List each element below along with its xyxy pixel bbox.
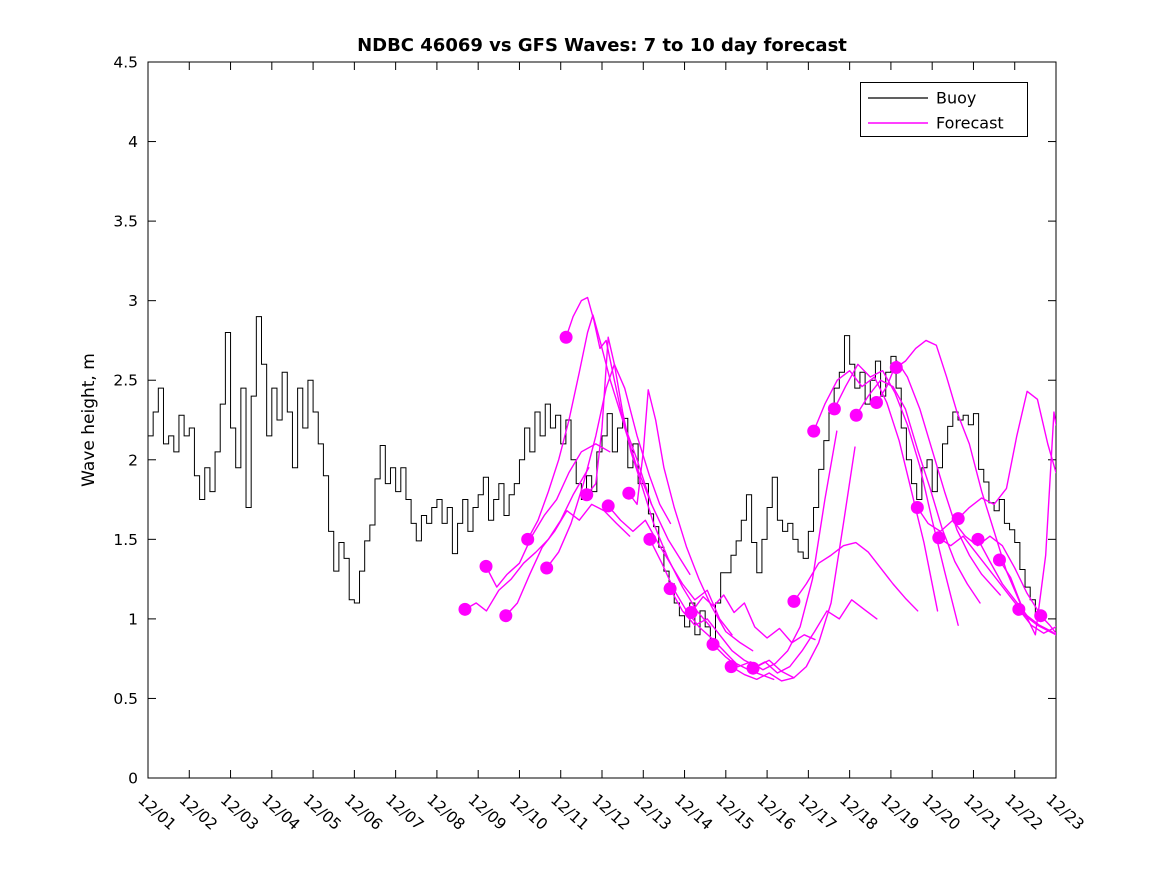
forecast-start-marker xyxy=(521,532,535,546)
forecast-run-line xyxy=(690,594,816,644)
forecast-start-marker xyxy=(643,532,657,546)
forecast-run-line xyxy=(957,390,1056,520)
forecast-run-line xyxy=(464,467,590,612)
forecast-run-line xyxy=(855,379,981,604)
forecast-start-marker xyxy=(724,660,738,674)
forecast-start-marker xyxy=(971,532,985,546)
y-tick-label: 1 xyxy=(128,610,138,628)
forecast-start-marker xyxy=(706,637,720,651)
forecast-start-marker xyxy=(787,594,801,608)
y-tick-label: 0 xyxy=(128,770,138,788)
legend: Buoy Forecast xyxy=(860,82,1028,137)
forecast-start-marker xyxy=(1012,602,1026,616)
chart-title: NDBC 46069 vs GFS Waves: 7 to 10 day for… xyxy=(357,35,847,56)
forecast-run-line xyxy=(565,296,691,576)
forecast-run-line xyxy=(730,446,856,682)
forecast-start-marker xyxy=(601,499,615,513)
forecast-start-marker xyxy=(684,606,698,620)
legend-buoy-label: Buoy xyxy=(936,89,976,108)
y-tick-label: 3 xyxy=(128,292,138,310)
forecast-start-marker xyxy=(458,602,472,616)
forecast-run-line xyxy=(752,599,878,674)
forecast-run-line xyxy=(895,339,1021,604)
forecast-start-marker xyxy=(992,553,1006,567)
y-tick-label: 1.5 xyxy=(113,531,138,549)
y-tick-label: 2 xyxy=(128,451,138,469)
forecast-run-line xyxy=(485,443,611,588)
forecast-start-marker xyxy=(889,360,903,374)
forecast-start-marker xyxy=(663,582,677,596)
y-tick-label: 4 xyxy=(128,133,138,151)
forecast-start-marker xyxy=(479,559,493,573)
forecast-run-line xyxy=(998,411,1056,636)
forecast-start-marker xyxy=(869,396,883,409)
forecast-run-line xyxy=(628,389,754,652)
legend-forecast-label: Forecast xyxy=(936,114,1004,133)
legend-box xyxy=(860,82,1028,137)
forecast-start-marker xyxy=(849,408,863,422)
forecast-run-line xyxy=(793,541,919,612)
forecast-start-marker xyxy=(746,661,760,675)
forecast-start-marker xyxy=(1034,609,1048,623)
forecast-start-marker xyxy=(540,561,554,575)
forecast-run-line xyxy=(586,336,712,628)
forecast-run-line xyxy=(545,363,672,569)
forecast-start-marker xyxy=(622,486,636,500)
forecast-start-marker xyxy=(559,330,573,344)
y-tick-label: 4.5 xyxy=(113,54,138,72)
y-axis-label: Wave height, m xyxy=(79,353,99,487)
forecast-run-line xyxy=(938,535,1056,636)
y-tick-label: 2.5 xyxy=(113,372,138,390)
y-tick-label: 3.5 xyxy=(113,213,138,231)
forecast-run-line xyxy=(607,505,733,636)
forecast-start-marker xyxy=(580,488,594,502)
forecast-run-line xyxy=(1018,608,1056,634)
forecast-start-marker xyxy=(807,424,821,438)
forecast-start-marker xyxy=(499,609,513,623)
buoy-series-line xyxy=(148,316,1036,641)
series-layer xyxy=(148,296,1056,682)
forecast-start-marker xyxy=(910,501,924,515)
forecast-start-marker xyxy=(951,512,965,526)
forecast-start-marker xyxy=(932,531,946,545)
y-tick-label: 0.5 xyxy=(113,690,138,708)
forecast-run-line xyxy=(505,503,631,617)
forecast-start-marker xyxy=(827,402,841,416)
